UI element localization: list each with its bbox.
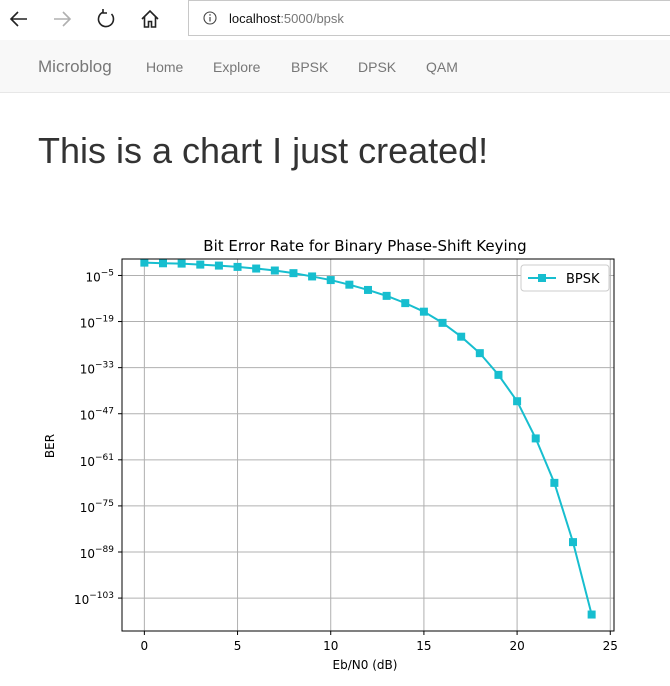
data-point-marker bbox=[513, 397, 522, 406]
data-point-marker bbox=[140, 258, 149, 267]
y-tick-label: 10−5 bbox=[85, 268, 114, 284]
axis-ticks: 0 5 10 15 20 25 10−5 10−19 10−33 10−47 10−61 10−75 1… bbox=[74, 268, 618, 653]
refresh-button[interactable] bbox=[91, 4, 121, 34]
data-point-marker bbox=[270, 266, 279, 275]
legend: BPSK bbox=[520, 264, 610, 292]
y-axis-label: BER bbox=[43, 434, 57, 458]
y-tick-label: 10−47 bbox=[80, 407, 114, 423]
data-point-marker bbox=[159, 259, 167, 268]
y-tick-label: 10−75 bbox=[80, 499, 114, 515]
nav-link-explore[interactable]: Explore bbox=[213, 59, 261, 75]
data-point-marker bbox=[382, 291, 391, 300]
brand-link[interactable]: Microblog bbox=[38, 57, 112, 76]
url-text: localhost:5000/bpsk bbox=[229, 11, 344, 26]
nav-link-qam[interactable]: QAM bbox=[426, 59, 458, 75]
x-tick-label: 20 bbox=[509, 639, 524, 653]
home-button[interactable] bbox=[135, 4, 165, 34]
legend-box bbox=[520, 264, 610, 292]
data-point-marker bbox=[214, 261, 223, 270]
series-layer bbox=[140, 258, 596, 619]
data-point-marker bbox=[419, 307, 428, 316]
data-point-marker bbox=[196, 260, 205, 269]
home-icon bbox=[141, 9, 159, 28]
navbar: Microblog Home Explore BPSK DPSK QAM bbox=[0, 40, 670, 93]
back-button[interactable] bbox=[4, 4, 34, 34]
url-path: :5000/bpsk bbox=[280, 10, 344, 26]
data-point-marker bbox=[438, 318, 447, 327]
y-tick-label: 10−19 bbox=[80, 315, 115, 331]
data-point-marker bbox=[233, 262, 242, 271]
data-point-marker bbox=[401, 299, 410, 308]
bpsk-chart: Bit Error Rate for Binary Phase-Shift Ke… bbox=[43, 237, 618, 672]
data-point-marker bbox=[345, 280, 354, 289]
x-tick-label: 10 bbox=[323, 639, 338, 653]
legend-marker bbox=[538, 274, 546, 282]
y-tick-label: 10−103 bbox=[74, 591, 114, 607]
data-point-marker bbox=[569, 538, 577, 547]
y-tick-label: 10−33 bbox=[80, 361, 114, 377]
address-bar[interactable]: localhost:5000/bpsk bbox=[188, 0, 670, 36]
forward-button[interactable] bbox=[47, 4, 77, 34]
data-point-marker bbox=[289, 269, 298, 278]
data-point-marker bbox=[326, 276, 335, 285]
legend-label: BPSK bbox=[566, 272, 600, 287]
data-point-marker bbox=[550, 478, 559, 487]
x-tick-label: 15 bbox=[416, 639, 431, 653]
data-point-marker bbox=[308, 272, 317, 281]
y-tick-label: 10−61 bbox=[80, 453, 114, 469]
data-point-marker bbox=[494, 370, 503, 379]
chart-title: Bit Error Rate for Binary Phase-Shift Ke… bbox=[203, 237, 526, 255]
grid bbox=[122, 259, 614, 631]
nav-link-bpsk[interactable]: BPSK bbox=[291, 59, 329, 75]
refresh-icon bbox=[97, 9, 115, 28]
back-icon bbox=[9, 11, 27, 27]
nav-link-dpsk[interactable]: DPSK bbox=[358, 59, 397, 75]
data-point-marker bbox=[364, 285, 372, 294]
forward-icon bbox=[54, 11, 72, 27]
nav-link-home[interactable]: Home bbox=[146, 59, 184, 75]
data-point-marker bbox=[252, 264, 261, 273]
data-point-marker bbox=[457, 332, 466, 341]
page-title: This is a chart I just created! bbox=[38, 130, 489, 171]
url-host: localhost bbox=[229, 10, 281, 26]
x-tick-label: 5 bbox=[234, 639, 242, 653]
browser-toolbar: localhost:5000/bpsk bbox=[0, 0, 670, 41]
x-axis-label: Eb/N0 (dB) bbox=[333, 658, 398, 672]
data-point-marker bbox=[531, 434, 540, 443]
data-point-marker bbox=[177, 259, 186, 268]
plot-frame bbox=[121, 258, 615, 632]
data-point-marker bbox=[587, 610, 596, 619]
series-line-bpsk bbox=[144, 261, 593, 615]
x-tick-label: 0 bbox=[141, 639, 149, 653]
data-point-marker bbox=[475, 349, 484, 358]
y-tick-label: 10−89 bbox=[80, 545, 115, 561]
info-icon bbox=[203, 11, 217, 25]
x-tick-label: 25 bbox=[603, 639, 618, 653]
